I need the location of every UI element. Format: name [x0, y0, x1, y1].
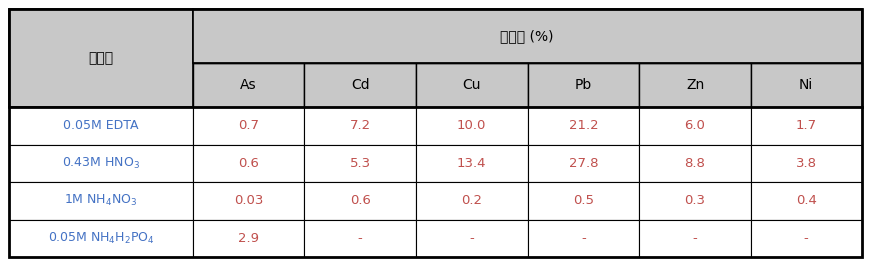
Bar: [751, 182, 861, 220]
Bar: [304, 182, 415, 220]
Text: 0.05M NH$_4$H$_2$PO$_4$: 0.05M NH$_4$H$_2$PO$_4$: [48, 231, 154, 246]
Text: 0.4: 0.4: [796, 194, 817, 207]
Bar: [639, 63, 751, 107]
Text: Pb: Pb: [575, 78, 592, 92]
Bar: [415, 144, 528, 182]
Bar: [192, 63, 304, 107]
Bar: [304, 63, 415, 107]
Bar: [192, 9, 861, 63]
Text: 7.2: 7.2: [349, 119, 371, 132]
Text: 27.8: 27.8: [569, 157, 598, 170]
Text: As: As: [240, 78, 257, 92]
Bar: [10, 107, 192, 144]
Bar: [528, 182, 639, 220]
Text: -: -: [581, 232, 585, 245]
Text: -: -: [804, 232, 808, 245]
Text: -: -: [692, 232, 698, 245]
Text: 13.4: 13.4: [457, 157, 487, 170]
Bar: [639, 107, 751, 144]
Text: 1M NH$_4$NO$_3$: 1M NH$_4$NO$_3$: [64, 193, 138, 209]
Bar: [192, 220, 304, 257]
Bar: [751, 63, 861, 107]
Text: 0.5: 0.5: [573, 194, 594, 207]
Text: 21.2: 21.2: [569, 119, 598, 132]
Bar: [10, 220, 192, 257]
Bar: [192, 107, 304, 144]
Text: 응출제: 응출제: [89, 51, 113, 65]
Text: 0.05M EDTA: 0.05M EDTA: [64, 119, 138, 132]
Bar: [10, 144, 192, 182]
Bar: [415, 182, 528, 220]
Bar: [528, 144, 639, 182]
Text: 응출률 (%): 응출률 (%): [500, 29, 554, 43]
Bar: [415, 220, 528, 257]
Text: 2.9: 2.9: [238, 232, 259, 245]
Text: -: -: [469, 232, 474, 245]
Text: Cd: Cd: [351, 78, 369, 92]
Bar: [10, 182, 192, 220]
Text: 0.03: 0.03: [233, 194, 263, 207]
Text: 10.0: 10.0: [457, 119, 486, 132]
Bar: [304, 144, 415, 182]
Bar: [304, 107, 415, 144]
Text: 0.6: 0.6: [238, 157, 259, 170]
Text: 8.8: 8.8: [685, 157, 706, 170]
Bar: [528, 107, 639, 144]
Text: 0.2: 0.2: [462, 194, 483, 207]
Bar: [415, 107, 528, 144]
Text: 0.7: 0.7: [238, 119, 259, 132]
Text: 1.7: 1.7: [795, 119, 817, 132]
Text: 6.0: 6.0: [685, 119, 706, 132]
Bar: [528, 63, 639, 107]
Bar: [528, 220, 639, 257]
Bar: [751, 220, 861, 257]
Text: 3.8: 3.8: [796, 157, 817, 170]
Text: 0.3: 0.3: [685, 194, 706, 207]
Bar: [192, 144, 304, 182]
Bar: [192, 182, 304, 220]
Bar: [639, 182, 751, 220]
Text: -: -: [358, 232, 362, 245]
Text: 5.3: 5.3: [349, 157, 371, 170]
Bar: [10, 9, 192, 107]
Bar: [751, 107, 861, 144]
Text: 0.6: 0.6: [349, 194, 370, 207]
Bar: [415, 63, 528, 107]
Bar: [751, 144, 861, 182]
Text: Cu: Cu: [463, 78, 481, 92]
Text: Ni: Ni: [799, 78, 814, 92]
Bar: [639, 220, 751, 257]
Text: Zn: Zn: [685, 78, 704, 92]
Bar: [639, 144, 751, 182]
Bar: [304, 220, 415, 257]
Text: 0.43M HNO$_3$: 0.43M HNO$_3$: [62, 156, 140, 171]
